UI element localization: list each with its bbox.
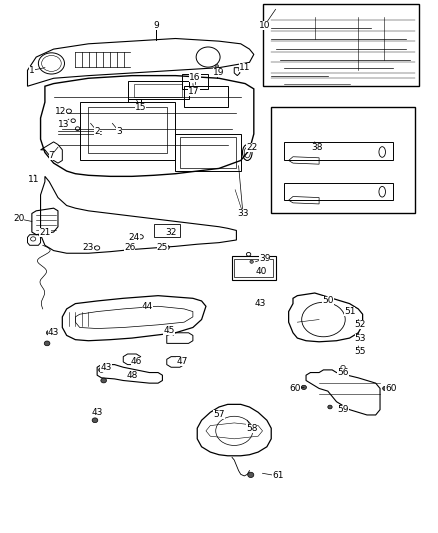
- Text: 53: 53: [355, 334, 366, 343]
- Text: 55: 55: [355, 347, 366, 356]
- Ellipse shape: [153, 24, 159, 28]
- Ellipse shape: [383, 386, 388, 391]
- Text: 20: 20: [13, 214, 25, 223]
- Bar: [80, 102, 176, 160]
- Ellipse shape: [250, 260, 253, 263]
- Text: 3: 3: [116, 127, 122, 136]
- Text: 13: 13: [58, 120, 69, 129]
- Ellipse shape: [92, 418, 98, 423]
- Text: 48: 48: [126, 370, 138, 379]
- Text: 43: 43: [100, 363, 112, 372]
- Bar: [176, 134, 241, 171]
- Text: 56: 56: [337, 368, 349, 377]
- Text: 7: 7: [49, 151, 54, 160]
- Ellipse shape: [301, 385, 307, 390]
- Text: 46: 46: [131, 358, 142, 367]
- Text: 2: 2: [94, 127, 100, 136]
- Text: 11: 11: [239, 63, 251, 72]
- Ellipse shape: [94, 410, 100, 415]
- Ellipse shape: [328, 405, 332, 409]
- Text: 43: 43: [254, 299, 266, 308]
- Ellipse shape: [46, 330, 52, 335]
- Text: 9: 9: [153, 21, 159, 30]
- Text: 57: 57: [213, 410, 225, 419]
- Text: 26: 26: [124, 244, 135, 253]
- Text: 43: 43: [48, 328, 59, 337]
- Text: 17: 17: [188, 87, 199, 96]
- Bar: [234, 259, 273, 277]
- Ellipse shape: [101, 378, 106, 383]
- Bar: [134, 84, 182, 97]
- Text: 61: 61: [272, 471, 283, 480]
- Bar: [271, 108, 415, 214]
- Text: 11: 11: [28, 174, 40, 183]
- Text: 12: 12: [54, 107, 66, 116]
- Bar: [284, 183, 393, 200]
- Text: 1: 1: [29, 66, 35, 75]
- Text: 39: 39: [259, 254, 270, 263]
- Bar: [182, 74, 208, 89]
- Ellipse shape: [44, 341, 50, 346]
- Text: 10: 10: [259, 21, 270, 30]
- Bar: [154, 224, 180, 237]
- Bar: [88, 108, 167, 152]
- Text: 16: 16: [189, 73, 201, 82]
- Text: 23: 23: [83, 244, 94, 253]
- Text: 15: 15: [135, 103, 146, 112]
- Ellipse shape: [255, 301, 261, 306]
- Text: 60: 60: [290, 384, 301, 393]
- Text: 32: 32: [166, 228, 177, 237]
- Bar: [232, 256, 276, 280]
- Text: 58: 58: [246, 424, 258, 433]
- Text: 19: 19: [213, 68, 225, 77]
- Text: 60: 60: [385, 384, 397, 393]
- Bar: [184, 86, 228, 108]
- Bar: [262, 4, 419, 86]
- Text: 44: 44: [141, 302, 153, 311]
- Text: 50: 50: [322, 296, 334, 305]
- Bar: [127, 81, 188, 100]
- Text: 51: 51: [344, 307, 355, 316]
- Text: 45: 45: [163, 326, 175, 335]
- Bar: [284, 142, 393, 160]
- Text: 21: 21: [39, 228, 51, 237]
- Text: 33: 33: [237, 209, 249, 218]
- Text: 43: 43: [92, 408, 103, 417]
- Ellipse shape: [99, 368, 104, 372]
- Text: 22: 22: [246, 143, 257, 152]
- Text: 59: 59: [337, 405, 349, 414]
- Text: 24: 24: [128, 233, 140, 243]
- Text: 52: 52: [355, 320, 366, 329]
- Bar: [180, 136, 237, 168]
- Text: 25: 25: [157, 244, 168, 253]
- Text: 38: 38: [311, 143, 323, 152]
- Text: 47: 47: [177, 358, 188, 367]
- Ellipse shape: [248, 472, 254, 478]
- Text: 40: 40: [255, 268, 266, 276]
- Ellipse shape: [215, 64, 219, 68]
